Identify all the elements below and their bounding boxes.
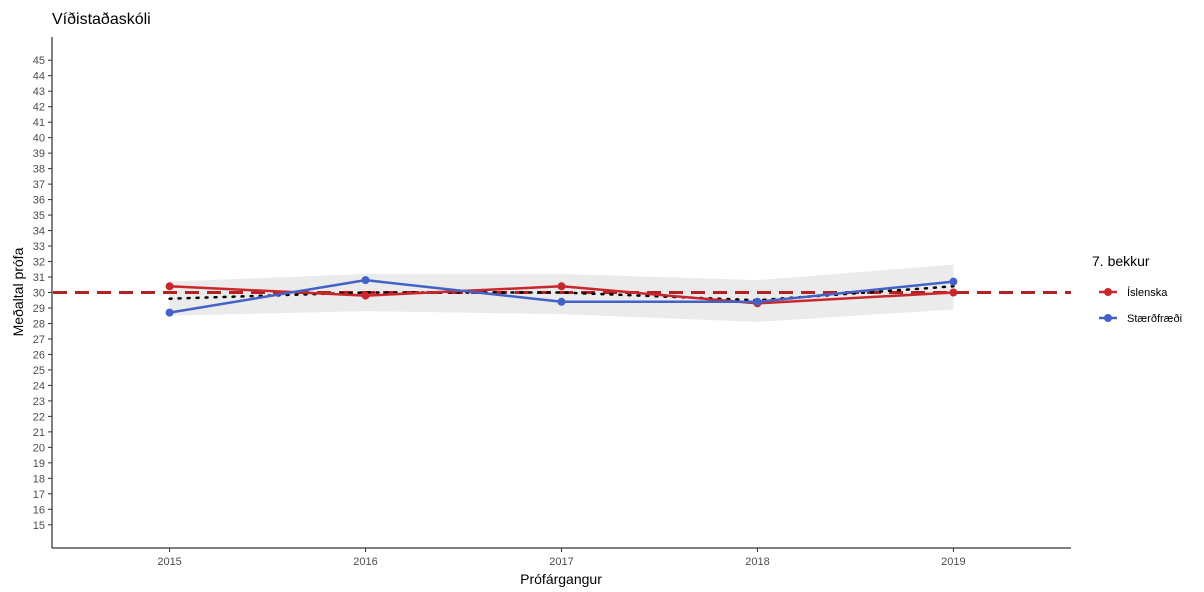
x-tick-label: 2018 xyxy=(745,556,769,568)
legend-label-1: Stærðfræði xyxy=(1127,313,1182,325)
x-axis-title: Prófárgangur xyxy=(520,571,602,587)
y-tick-label: 43 xyxy=(33,86,45,98)
y-tick-label: 33 xyxy=(33,241,45,253)
series-point-1-1 xyxy=(361,276,370,285)
x-tick-label: 2015 xyxy=(157,556,181,568)
x-axis-ticks: 2015 2016 2017 2018 2019 xyxy=(157,548,966,568)
series-point-0-4 xyxy=(949,288,958,297)
series-point-0-1 xyxy=(361,291,370,300)
y-tick-label: 15 xyxy=(33,520,45,532)
y-tick-label: 17 xyxy=(33,489,45,501)
y-tick-label: 18 xyxy=(33,473,45,485)
y-tick-label: 29 xyxy=(33,303,45,315)
y-tick-label: 36 xyxy=(33,195,45,207)
chart-title: Víðistaðaskóli xyxy=(52,11,151,28)
y-tick-label: 41 xyxy=(33,117,45,129)
y-tick-label: 25 xyxy=(33,365,45,377)
y-tick-label: 23 xyxy=(33,396,45,408)
y-tick-label: 40 xyxy=(33,133,45,145)
y-tick-label: 27 xyxy=(33,334,45,346)
series-layer xyxy=(165,276,958,317)
y-tick-label: 35 xyxy=(33,210,45,222)
x-tick-label: 2019 xyxy=(941,556,965,568)
series-point-1-2 xyxy=(557,297,566,306)
y-tick-label: 42 xyxy=(33,102,45,114)
y-tick-label: 39 xyxy=(33,148,45,160)
legend-key-point-0 xyxy=(1104,288,1112,296)
series-point-1-0 xyxy=(165,308,174,317)
x-tick-label: 2017 xyxy=(549,556,573,568)
y-axis-ticks: 15 16 17 18 19 20 21 22 23 24 25 26 27 28 29 30 31 32 33 34… xyxy=(33,55,52,532)
y-tick-label: 44 xyxy=(33,71,45,83)
y-tick-label: 34 xyxy=(33,226,45,238)
y-tick-label: 32 xyxy=(33,257,45,269)
y-tick-label: 24 xyxy=(33,380,45,392)
series-point-1-3 xyxy=(753,297,762,306)
y-tick-label: 16 xyxy=(33,504,45,516)
y-tick-label: 22 xyxy=(33,411,45,423)
y-tick-label: 30 xyxy=(33,288,45,300)
y-tick-label: 26 xyxy=(33,349,45,361)
legend: 7. bekkur Íslenska Stærðfræði xyxy=(1092,253,1182,325)
series-point-0-0 xyxy=(165,282,174,291)
y-axis-title: Meðaltal prófa xyxy=(10,247,26,336)
y-tick-label: 38 xyxy=(33,164,45,176)
y-tick-label: 45 xyxy=(33,55,45,67)
legend-title: 7. bekkur xyxy=(1092,253,1150,269)
y-tick-label: 19 xyxy=(33,458,45,470)
legend-key-point-1 xyxy=(1104,314,1112,322)
y-tick-label: 21 xyxy=(33,427,45,439)
y-tick-label: 31 xyxy=(33,272,45,284)
y-tick-label: 20 xyxy=(33,442,45,454)
y-tick-label: 37 xyxy=(33,179,45,191)
series-point-1-4 xyxy=(949,277,958,286)
x-tick-label: 2016 xyxy=(353,556,377,568)
series-point-0-2 xyxy=(557,282,566,291)
y-tick-label: 28 xyxy=(33,318,45,330)
legend-label-0: Íslenska xyxy=(1127,286,1168,299)
